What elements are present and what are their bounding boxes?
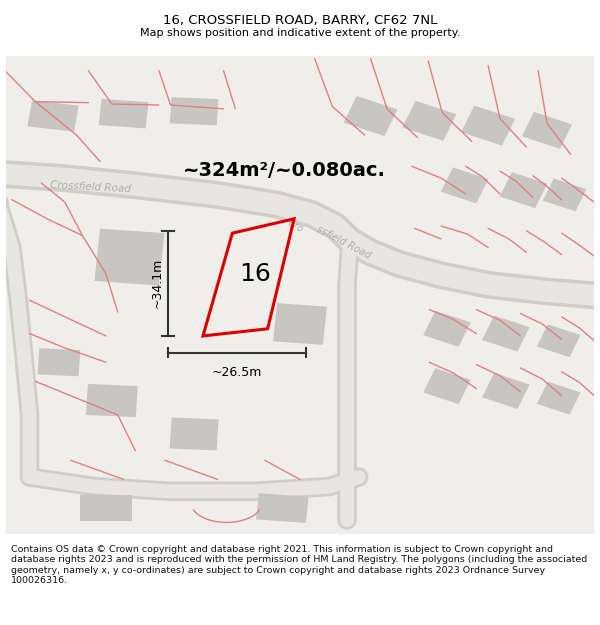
- Polygon shape: [423, 311, 471, 347]
- Text: ~34.1m: ~34.1m: [151, 258, 164, 309]
- Polygon shape: [94, 229, 164, 286]
- Polygon shape: [403, 101, 457, 141]
- Text: Contains OS data © Crown copyright and database right 2021. This information is : Contains OS data © Crown copyright and d…: [11, 545, 587, 585]
- Polygon shape: [28, 101, 79, 132]
- Polygon shape: [79, 495, 133, 521]
- Text: Crossfield Road: Crossfield Road: [50, 180, 131, 194]
- Polygon shape: [273, 303, 327, 345]
- Polygon shape: [441, 168, 488, 203]
- Polygon shape: [99, 99, 148, 128]
- Polygon shape: [461, 106, 515, 146]
- Polygon shape: [537, 382, 581, 414]
- Text: 16, CROSSFIELD ROAD, BARRY, CF62 7NL: 16, CROSSFIELD ROAD, BARRY, CF62 7NL: [163, 14, 437, 27]
- Text: Map shows position and indicative extent of the property.: Map shows position and indicative extent…: [140, 28, 460, 38]
- Polygon shape: [537, 324, 581, 357]
- Polygon shape: [256, 493, 308, 523]
- Polygon shape: [543, 179, 586, 211]
- Polygon shape: [170, 97, 218, 126]
- Polygon shape: [482, 373, 530, 409]
- Polygon shape: [423, 368, 471, 404]
- Polygon shape: [170, 418, 218, 451]
- Polygon shape: [500, 172, 547, 208]
- Text: ssfield Road: ssfield Road: [314, 224, 372, 261]
- Text: ~26.5m: ~26.5m: [212, 366, 262, 379]
- Text: ~324m²/~0.080ac.: ~324m²/~0.080ac.: [182, 161, 385, 181]
- Polygon shape: [344, 96, 398, 136]
- Polygon shape: [38, 348, 80, 376]
- Polygon shape: [86, 384, 138, 417]
- Polygon shape: [522, 112, 572, 149]
- Text: 16: 16: [239, 262, 271, 286]
- Polygon shape: [482, 316, 530, 352]
- Text: Cro: Cro: [286, 217, 305, 234]
